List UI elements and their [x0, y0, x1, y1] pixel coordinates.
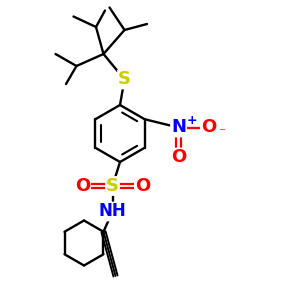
Text: S: S — [106, 177, 119, 195]
Text: +: + — [187, 113, 197, 127]
Text: N: N — [171, 118, 186, 136]
Text: S: S — [118, 70, 131, 88]
Text: O: O — [201, 118, 216, 136]
Text: O: O — [171, 148, 186, 166]
Text: O: O — [75, 177, 90, 195]
Text: NH: NH — [99, 202, 126, 220]
Text: O: O — [135, 177, 150, 195]
Text: ⁻: ⁻ — [218, 127, 226, 140]
